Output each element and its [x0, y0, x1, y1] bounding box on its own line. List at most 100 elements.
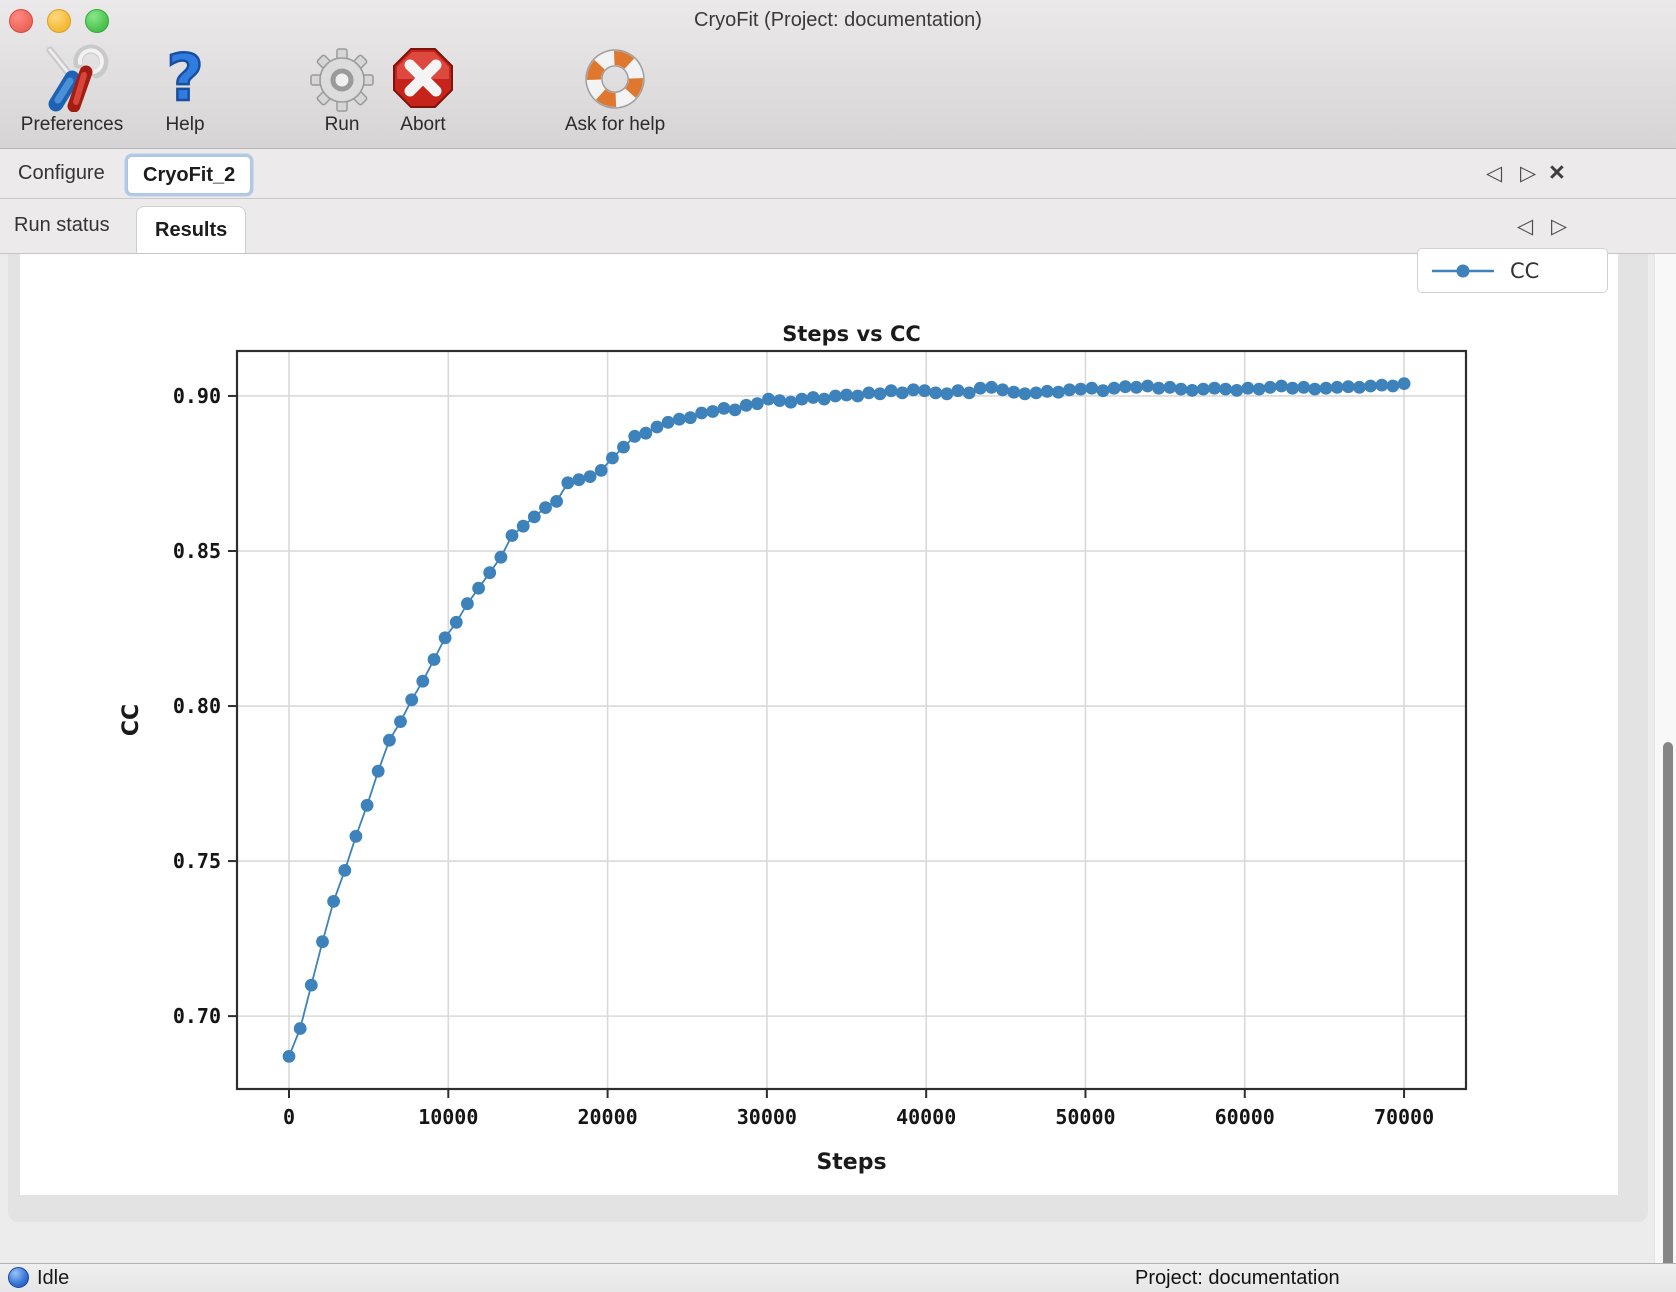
- cc-data-point: [1107, 381, 1121, 395]
- y-tick-label: 0.75: [173, 849, 221, 873]
- tab-configure[interactable]: Configure: [18, 162, 105, 184]
- legend-label: CC: [1510, 258, 1540, 283]
- cc-data-point: [784, 395, 798, 409]
- cc-data-point: [973, 381, 987, 395]
- cc-data-point: [561, 476, 575, 490]
- tab-close-icon[interactable]: ×: [1549, 157, 1565, 187]
- cc-data-point: [1219, 382, 1232, 396]
- chart-title: Steps vs CC: [782, 322, 921, 346]
- cc-data-point: [316, 935, 329, 949]
- cc-data-point: [1263, 380, 1277, 394]
- status-label: Idle: [37, 1267, 70, 1289]
- cc-data-point: [717, 402, 731, 415]
- cc-data-point: [728, 403, 742, 417]
- toolbar-item-label: Ask for help: [564, 114, 666, 135]
- x-tick-label: 60000: [1215, 1105, 1275, 1129]
- cc-data-point: [840, 388, 853, 402]
- cc-data-point: [985, 380, 998, 394]
- tab-results[interactable]: Results: [136, 206, 247, 253]
- cc-data-point: [750, 397, 764, 411]
- subtab-scroll-left-icon[interactable]: ◁: [1517, 214, 1534, 238]
- x-tick-label: 10000: [418, 1105, 478, 1129]
- cc-data-point: [327, 895, 340, 908]
- cc-data-point: [1397, 377, 1411, 390]
- cc-data-point: [427, 653, 441, 666]
- y-axis-label: CC: [119, 704, 144, 736]
- toolbar-item-label: Run: [324, 114, 360, 135]
- cc-data-point: [1052, 385, 1065, 399]
- svg-text:?: ?: [166, 42, 203, 112]
- vertical-scrollbar-thumb[interactable]: [1663, 742, 1673, 1274]
- tab-scroll-left-icon[interactable]: ◁: [1486, 161, 1503, 185]
- minimize-window-button[interactable]: [47, 9, 71, 33]
- x-axis-label: Steps: [816, 1150, 886, 1175]
- cc-data-point: [1152, 381, 1166, 395]
- run-button[interactable]: Run: [310, 42, 374, 136]
- cc-data-point: [550, 495, 563, 508]
- cc-data-point: [1341, 380, 1355, 394]
- cc-data-point: [606, 451, 619, 465]
- question-mark-icon: ?: [159, 42, 211, 112]
- tab-run-status[interactable]: Run status: [14, 214, 110, 236]
- cc-data-point: [1375, 378, 1389, 392]
- cc-data-point: [907, 383, 920, 397]
- cc-data-point: [873, 387, 887, 401]
- window-title: CryoFit (Project: documentation): [694, 9, 982, 31]
- toolbar: Preferences ? Help: [0, 40, 1676, 149]
- cc-data-point: [684, 411, 697, 425]
- abort-button[interactable]: Abort: [390, 42, 456, 136]
- cc-data-point: [1330, 380, 1344, 394]
- cc-data-point: [762, 392, 775, 406]
- cc-data-point: [617, 440, 630, 454]
- titlebar: CryoFit (Project: documentation): [0, 0, 1676, 40]
- cc-data-point: [1130, 380, 1143, 394]
- cc-data-point: [416, 674, 430, 688]
- cc-data-point: [962, 386, 976, 400]
- lifebuoy-icon: [583, 42, 647, 112]
- window-header: CryoFit (Project: documentation) Prefere…: [0, 0, 1676, 149]
- cc-data-point: [739, 398, 753, 412]
- cc-data-point: [293, 1022, 307, 1035]
- y-tick-label: 0.80: [173, 694, 221, 718]
- cc-data-point: [338, 864, 352, 877]
- cc-data-point: [650, 420, 664, 434]
- ask-for-help-button[interactable]: Ask for help: [552, 42, 678, 136]
- cc-data-point: [360, 798, 374, 812]
- y-tick-label: 0.85: [173, 539, 221, 563]
- cc-data-point: [1029, 386, 1043, 400]
- cc-data-point: [1386, 379, 1400, 393]
- preferences-button[interactable]: Preferences: [6, 42, 138, 136]
- help-button[interactable]: ? Help: [155, 42, 215, 136]
- cc-data-point: [884, 384, 898, 398]
- subtab-scroll-right-icon[interactable]: ▷: [1551, 214, 1568, 238]
- cc-data-point: [829, 389, 842, 403]
- cc-data-point: [951, 384, 965, 398]
- close-window-button[interactable]: [9, 9, 33, 33]
- cc-data-point: [505, 529, 519, 542]
- cc-data-point: [1319, 381, 1333, 395]
- cc-data-point: [1208, 381, 1221, 395]
- cc-data-point: [461, 597, 474, 611]
- cc-data-point: [516, 519, 530, 533]
- cc-data-point: [1018, 387, 1032, 401]
- document-tab-bar: Configure CryoFit_2 ◁ ▷ ×: [0, 150, 1676, 199]
- cc-data-point: [940, 387, 954, 401]
- cc-data-point: [817, 392, 831, 406]
- tab-cryofit-2[interactable]: CryoFit_2: [127, 156, 252, 194]
- cc-data-point: [594, 464, 608, 477]
- zoom-window-button[interactable]: [85, 9, 109, 33]
- cc-data-point: [1096, 384, 1110, 398]
- cc-data-point: [706, 405, 720, 418]
- cc-data-point: [1118, 380, 1132, 394]
- tab-scroll-right-icon[interactable]: ▷: [1520, 161, 1537, 185]
- cc-data-point: [918, 384, 931, 398]
- cc-series-line: [288, 382, 1405, 1057]
- cc-data-point: [1275, 379, 1288, 393]
- status-indicator-icon: [8, 1267, 29, 1288]
- cc-data-point: [1252, 382, 1266, 396]
- cc-data-point: [862, 386, 876, 400]
- cc-data-point: [895, 386, 909, 400]
- toolbar-item-label: Help: [165, 114, 205, 135]
- cc-data-point: [1174, 382, 1188, 396]
- cc-data-point: [472, 581, 485, 595]
